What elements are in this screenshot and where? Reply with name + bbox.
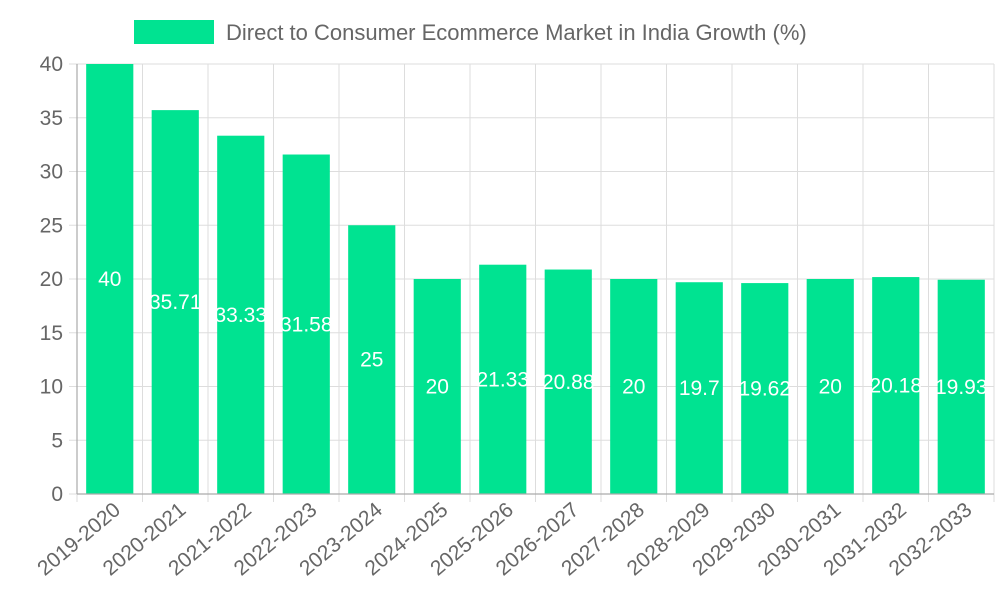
bar[interactable]	[282, 154, 330, 494]
bar[interactable]	[86, 64, 134, 494]
bar-value-label: 20	[819, 376, 842, 399]
bar[interactable]	[937, 279, 985, 494]
y-tick-label: 10	[40, 376, 63, 399]
y-axis-tick-labels: 0 5 10 15 20 25 30 35 40	[40, 53, 63, 506]
bar-value-label: 31.58	[280, 313, 333, 336]
bar-value-label: 25	[360, 349, 383, 372]
grid-lines	[69, 63, 995, 502]
bar[interactable]	[544, 269, 592, 494]
bar[interactable]	[806, 279, 854, 494]
bar[interactable]	[413, 279, 461, 494]
bar[interactable]	[348, 225, 396, 494]
chart-legend[interactable]: Direct to Consumer Ecommerce Market in I…	[134, 20, 807, 45]
bar-value-label: 40	[98, 268, 121, 291]
bars-group	[86, 64, 985, 495]
bar-value-label: 19.62	[738, 378, 791, 401]
y-tick-label: 20	[40, 268, 63, 291]
y-tick-label: 0	[51, 483, 63, 506]
bar[interactable]	[741, 283, 789, 494]
y-tick-label: 5	[51, 429, 63, 452]
bar-value-label: 20.18	[869, 375, 922, 398]
x-axis-tick-labels: 2019-20202020-20212021-20222022-20232023…	[33, 498, 976, 580]
bar[interactable]	[217, 135, 265, 494]
legend-label: Direct to Consumer Ecommerce Market in I…	[226, 20, 807, 45]
bar-value-label: 20	[622, 376, 645, 399]
y-tick-label: 40	[40, 53, 63, 76]
bar[interactable]	[675, 282, 723, 494]
bar-value-label: 20	[426, 376, 449, 399]
bar-value-label: 19.93	[935, 376, 988, 399]
legend-swatch	[134, 20, 214, 44]
bar[interactable]	[872, 277, 920, 494]
y-tick-label: 25	[40, 214, 63, 237]
bar-value-label: 33.33	[214, 304, 267, 327]
bar-value-label: 35.71	[149, 291, 202, 314]
bar-value-label: 20.88	[542, 371, 595, 394]
bar[interactable]	[610, 279, 658, 494]
bar[interactable]	[151, 110, 199, 495]
axes	[76, 64, 994, 495]
bar-value-labels: 40 35.71 33.33 31.58 25 20 21.33 20.88 20 19.7 19.…	[98, 268, 987, 401]
y-tick-label: 30	[40, 161, 63, 184]
bar-value-label: 19.7	[679, 377, 720, 400]
y-tick-label: 35	[40, 107, 63, 130]
bar[interactable]	[479, 264, 527, 494]
y-tick-label: 15	[40, 322, 63, 345]
bar-value-label: 21.33	[476, 368, 529, 391]
